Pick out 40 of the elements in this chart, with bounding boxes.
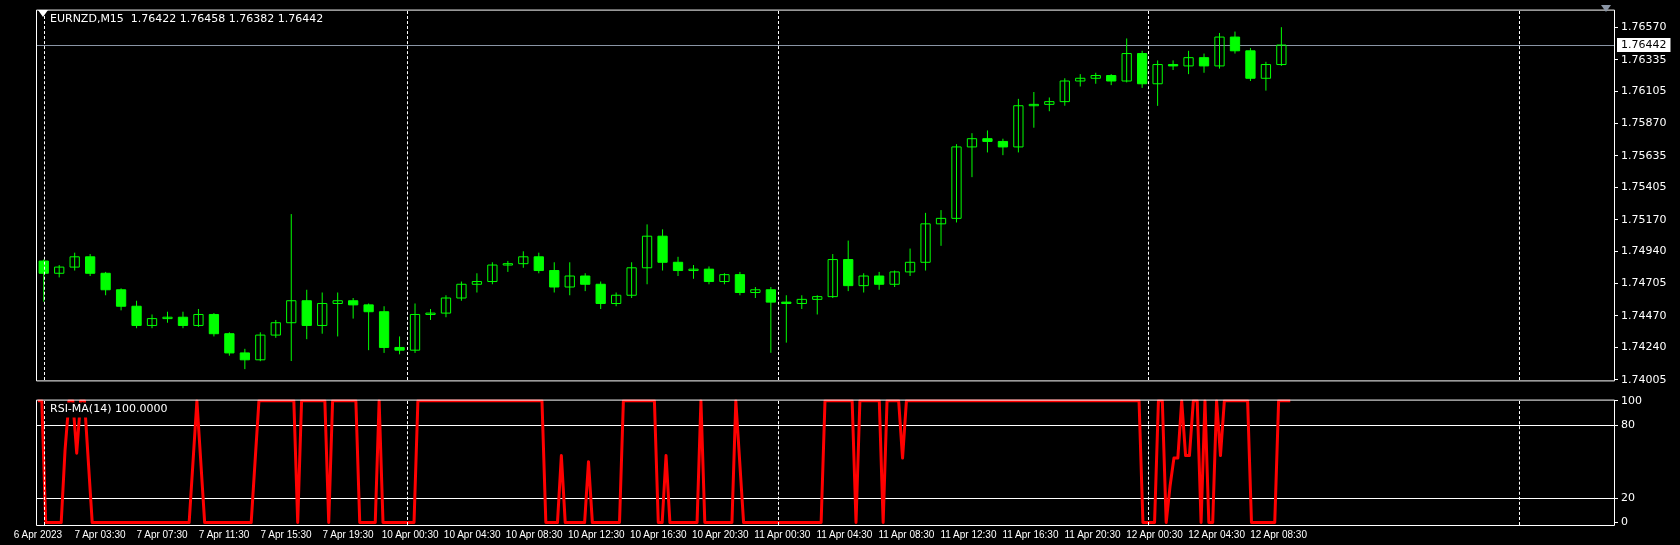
x-tick-label: 7 Apr 07:30	[136, 528, 189, 540]
y-tick-label: 100	[1621, 393, 1642, 407]
x-tick-label: 6 Apr 2023	[13, 528, 63, 540]
y-tick-label: 1.75635	[1621, 148, 1667, 162]
y-tick-label: 1.74470	[1621, 308, 1667, 322]
x-tick-label: 11 Apr 20:30	[1064, 528, 1121, 540]
x-tick-label: 7 Apr 19:30	[322, 528, 375, 540]
chart-title: RSI-MA(14) 100.0000	[50, 402, 168, 416]
x-tick-label: 11 Apr 00:30	[754, 528, 811, 540]
x-tick-label: 10 Apr 16:30	[629, 528, 688, 540]
x-tick-label: 11 Apr 16:30	[1002, 528, 1059, 540]
x-tick-label: 10 Apr 12:30	[567, 528, 626, 540]
y-tick-label: 1.74940	[1621, 244, 1667, 258]
y-tick-label: 20	[1621, 491, 1635, 505]
y-tick-label: 0	[1621, 515, 1628, 529]
chart-title: EURNZD,M15 1.76422 1.76458 1.76382 1.76442	[50, 12, 324, 26]
ref-line-label: 1.76442	[1621, 37, 1667, 51]
y-tick-label: 1.75870	[1621, 116, 1667, 130]
x-tick-label: 7 Apr 03:30	[74, 528, 126, 540]
x-tick-label: 12 Apr 00:30	[1126, 528, 1184, 540]
y-tick-label: 1.75405	[1621, 180, 1667, 194]
x-tick-label: 10 Apr 04:30	[443, 528, 501, 540]
x-tick-label: 11 Apr 12:30	[940, 528, 997, 540]
x-tick-label: 7 Apr 11:30	[198, 528, 250, 540]
x-tick-label: 10 Apr 08:30	[505, 528, 564, 540]
y-tick-label: 1.75170	[1621, 212, 1667, 226]
y-tick-label: 1.74005	[1621, 372, 1667, 386]
y-tick-label: 1.76570	[1621, 20, 1667, 34]
y-tick-label: 1.76335	[1621, 52, 1667, 66]
x-tick-label: 11 Apr 04:30	[816, 528, 873, 540]
x-tick-label: 12 Apr 08:30	[1250, 528, 1308, 540]
x-tick-label: 10 Apr 20:30	[691, 528, 750, 540]
y-tick-label: 80	[1621, 418, 1635, 432]
x-tick-label: 11 Apr 08:30	[878, 528, 935, 540]
x-tick-label: 7 Apr 15:30	[260, 528, 313, 540]
y-tick-label: 1.74240	[1621, 340, 1667, 354]
y-tick-label: 1.76105	[1621, 84, 1667, 98]
x-tick-label: 10 Apr 00:30	[381, 528, 439, 540]
x-tick-label: 12 Apr 04:30	[1188, 528, 1246, 540]
y-tick-label: 1.74705	[1621, 276, 1667, 290]
